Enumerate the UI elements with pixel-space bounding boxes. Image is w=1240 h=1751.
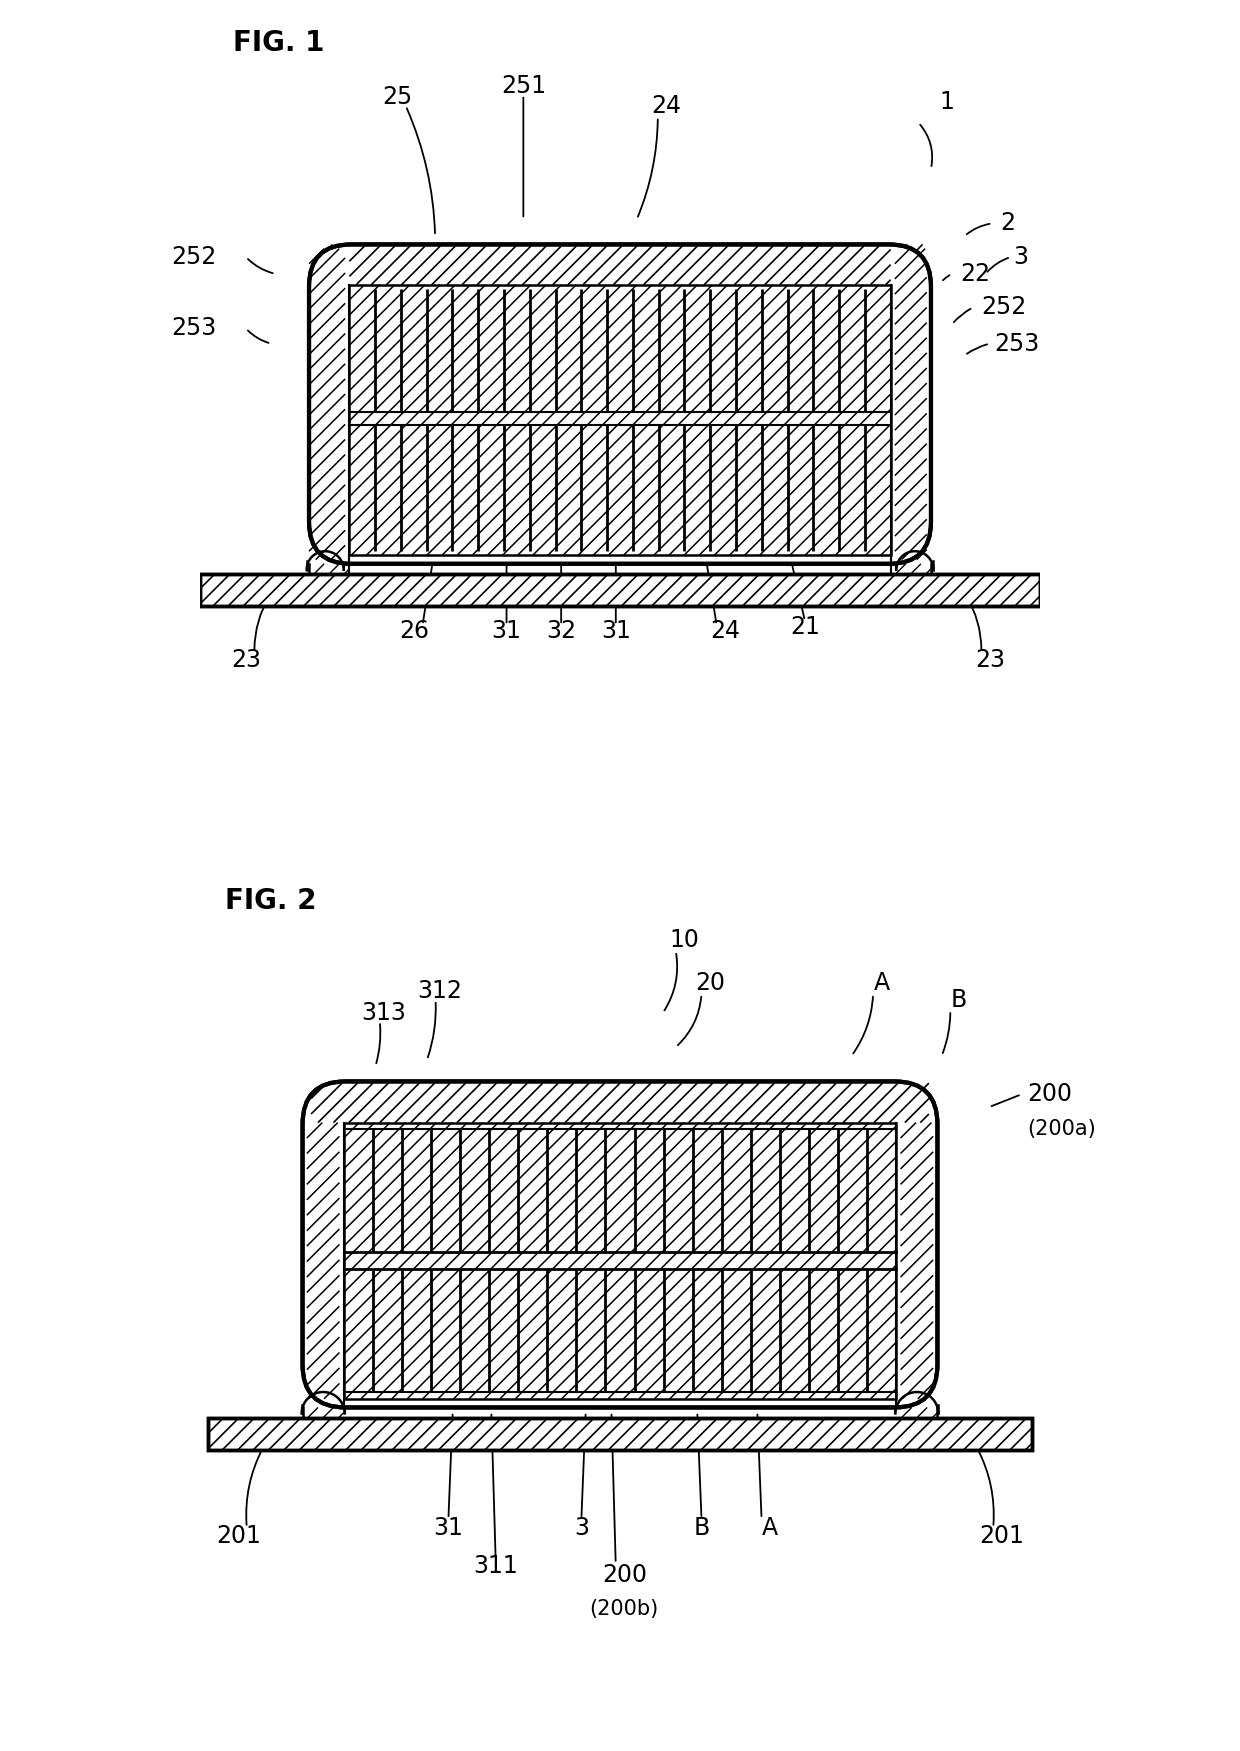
Text: 200: 200 <box>601 1562 647 1586</box>
Text: 22: 22 <box>961 263 991 285</box>
Text: A: A <box>874 970 890 995</box>
Text: A: A <box>763 1516 779 1539</box>
Text: 31: 31 <box>601 620 631 643</box>
Text: 1: 1 <box>940 89 955 114</box>
FancyBboxPatch shape <box>309 245 931 564</box>
Text: 31: 31 <box>434 1516 464 1539</box>
Text: (200b): (200b) <box>590 1599 658 1620</box>
Bar <box>350 285 890 555</box>
Text: FIG. 2: FIG. 2 <box>226 888 317 916</box>
Text: 21: 21 <box>790 615 820 639</box>
Text: 312: 312 <box>418 979 463 1003</box>
Text: 24: 24 <box>651 95 681 117</box>
Text: 10: 10 <box>670 928 699 953</box>
Text: 200: 200 <box>1028 1082 1073 1107</box>
Text: 24: 24 <box>711 620 740 643</box>
Text: 253: 253 <box>171 317 217 340</box>
Text: 23: 23 <box>975 648 1004 672</box>
Text: (200a): (200a) <box>1028 1119 1096 1138</box>
Text: 32: 32 <box>546 620 577 643</box>
Text: 313: 313 <box>362 1002 407 1024</box>
Text: B: B <box>951 988 967 1012</box>
Text: 251: 251 <box>501 75 546 98</box>
Text: 20: 20 <box>696 970 725 995</box>
Text: 25: 25 <box>382 86 413 109</box>
Text: 252: 252 <box>981 296 1027 319</box>
Text: 201: 201 <box>980 1523 1024 1548</box>
Bar <box>208 1418 1032 1450</box>
Text: 31: 31 <box>491 620 522 643</box>
Text: 252: 252 <box>171 245 217 270</box>
Text: 2: 2 <box>1001 212 1016 235</box>
Text: 26: 26 <box>399 620 429 643</box>
Text: FIG. 1: FIG. 1 <box>233 28 325 56</box>
Bar <box>343 1122 897 1399</box>
Text: 3: 3 <box>574 1516 589 1539</box>
Text: 311: 311 <box>474 1555 518 1578</box>
FancyBboxPatch shape <box>303 1082 937 1408</box>
Bar <box>208 1418 1032 1450</box>
Text: 253: 253 <box>994 331 1039 355</box>
Bar <box>200 574 1040 606</box>
Text: 3: 3 <box>1013 245 1028 270</box>
Text: B: B <box>693 1516 709 1539</box>
Text: 23: 23 <box>231 648 260 672</box>
Text: 201: 201 <box>216 1523 260 1548</box>
Bar <box>200 574 1040 606</box>
